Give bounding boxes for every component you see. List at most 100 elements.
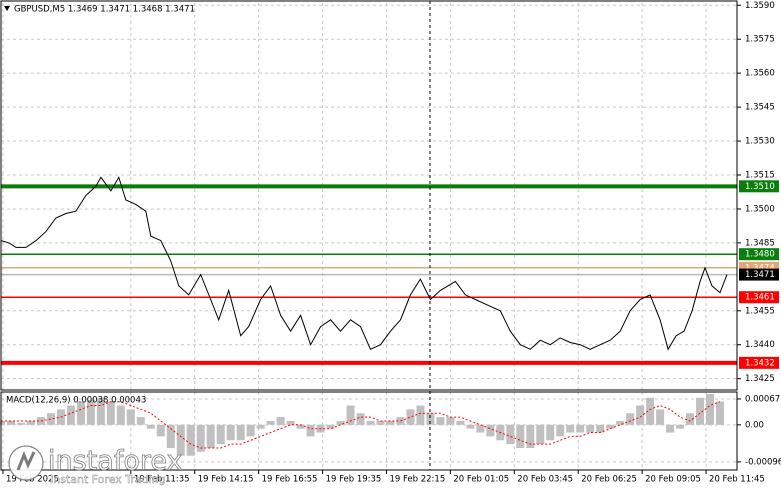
macd-bar — [536, 424, 545, 445]
macd-bar — [386, 420, 395, 425]
macd-bar — [566, 424, 575, 433]
signal-line — [1, 401, 721, 449]
macd-bar — [116, 405, 125, 425]
macd-bar — [646, 397, 655, 425]
macd-bar — [66, 405, 75, 425]
macd-bar — [606, 424, 615, 429]
macd-bar — [466, 424, 475, 429]
level-label: 1.3510 — [739, 180, 779, 193]
macd-bar — [276, 417, 285, 425]
watermark-tagline: Instant Forex Trading — [50, 473, 166, 486]
level-label: 1.3480 — [739, 248, 779, 261]
price-title: GBPUSD,M5 1.3469 1.3471 1.3468 1.3471 — [14, 5, 195, 15]
level-label-text: 1.3471 — [745, 270, 775, 280]
macd-bar — [236, 424, 245, 441]
macd-bar — [106, 401, 115, 425]
level-label-box — [739, 356, 779, 369]
x-tick-label: 19 Feb 19:35 — [326, 475, 382, 485]
level-label-box — [739, 268, 779, 281]
level-label-box — [739, 291, 779, 304]
macd-bar — [526, 424, 535, 448]
x-tick-label: 20 Feb 01:05 — [453, 475, 509, 485]
level-label-text: 1.3432 — [745, 358, 775, 368]
macd-bar — [576, 424, 585, 433]
macd-bar — [426, 413, 435, 425]
macd-bar — [346, 405, 355, 425]
level-label-box — [739, 248, 779, 261]
macd-bar — [266, 420, 275, 425]
macd-bar — [136, 417, 145, 425]
level-label-text: 1.3461 — [745, 293, 775, 303]
macd-bar — [596, 424, 605, 433]
level-label-box — [739, 180, 779, 193]
x-tick-label: 20 Feb 11:45 — [709, 475, 765, 485]
y-tick-label: 1.3590 — [745, 1, 775, 11]
x-tick-label: 19 Feb 16:55 — [262, 475, 318, 485]
macd-bar — [146, 424, 155, 429]
watermark-brand: instaforex — [48, 446, 182, 477]
macd-bar — [506, 424, 515, 445]
macd-bar — [206, 424, 215, 448]
macd-bar — [696, 397, 705, 425]
y-tick-label: 1.3545 — [745, 103, 775, 113]
macd-bar — [246, 424, 255, 437]
macd-bar — [336, 420, 345, 425]
macd-bar — [706, 393, 715, 425]
macd-bar — [226, 424, 235, 441]
macd-bar — [126, 409, 135, 425]
macd-bar — [716, 401, 725, 425]
x-tick-label: 19 Feb 2025 — [6, 475, 59, 485]
y-tick-label: 1.3485 — [745, 238, 775, 248]
y-tick-label: 1.3440 — [745, 340, 775, 350]
y-tick-label: 1.3560 — [745, 69, 775, 79]
macd-bar — [256, 424, 265, 429]
macd-bar — [656, 409, 665, 425]
macd-bar — [546, 424, 555, 441]
x-tick-label: 20 Feb 06:25 — [581, 475, 637, 485]
y-tick-label: 0.00067 — [745, 394, 780, 404]
macd-bar — [686, 413, 695, 425]
x-tick-label: 20 Feb 09:05 — [645, 475, 701, 485]
x-tick-label: 19 Feb 14:15 — [198, 475, 254, 485]
macd-bar — [166, 424, 175, 448]
macd-bar — [306, 424, 315, 437]
macd-bar — [46, 413, 55, 425]
macd-bar — [376, 420, 385, 425]
x-tick-label: 20 Feb 03:45 — [517, 475, 573, 485]
macd-bar — [626, 413, 635, 425]
y-tick-label: 1.3575 — [745, 35, 775, 45]
price-line — [0, 176, 728, 351]
y-tick-label: 1.3515 — [745, 171, 775, 181]
macd-bar — [416, 405, 425, 425]
macd-bar — [96, 397, 105, 425]
macd-bar — [186, 424, 195, 456]
logo-mark — [16, 450, 36, 471]
macd-bar — [296, 424, 305, 429]
macd-bar — [176, 424, 185, 456]
macd-bar — [156, 424, 165, 437]
level-label: 1.3461 — [739, 291, 779, 304]
macd-bar — [616, 420, 625, 425]
macd-bar — [356, 413, 365, 425]
x-tick-label: 19 Feb 11:35 — [134, 475, 190, 485]
macd-bar — [516, 424, 525, 448]
macd-bar — [6, 420, 15, 425]
y-tick-label: 1.3530 — [745, 137, 775, 147]
macd-title: MACD(12,26,9) 0.00038 0.00043 — [6, 396, 146, 406]
macd-bar — [326, 424, 335, 429]
macd-bar — [556, 424, 565, 437]
level-label: 1.3432 — [739, 356, 779, 369]
macd-bar — [0, 420, 5, 425]
macd-bar — [196, 424, 205, 452]
macd-bar — [636, 405, 645, 425]
macd-bar — [366, 420, 375, 425]
macd-bar — [456, 420, 465, 425]
macd-bar — [476, 424, 485, 433]
macd-bar — [666, 424, 675, 433]
collapse-arrow — [4, 6, 10, 11]
level-label-text: 1.3510 — [745, 182, 775, 192]
macd-bar — [26, 420, 35, 425]
macd-bar — [16, 422, 25, 425]
